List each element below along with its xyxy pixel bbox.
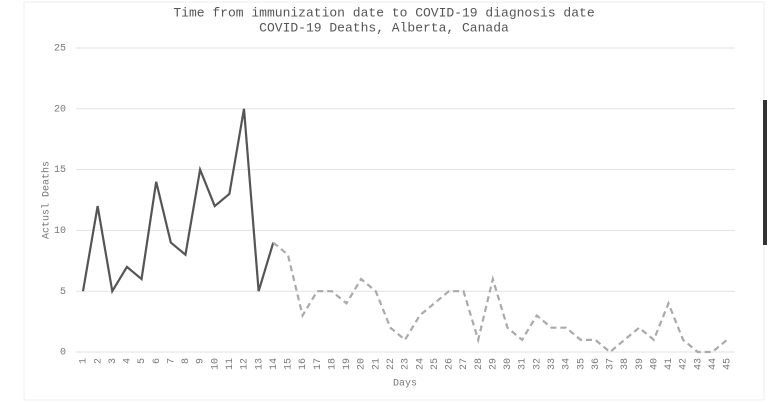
x-tick-label: 42	[679, 358, 690, 370]
x-tick-label: 19	[342, 358, 353, 370]
y-tick-label: 25	[54, 44, 66, 55]
x-tick-label: 40	[649, 358, 660, 370]
x-tick-label: 6	[152, 358, 163, 364]
y-tick-label: 5	[60, 287, 66, 298]
x-tick-label: 1	[79, 358, 90, 364]
x-tick-label: 11	[225, 358, 236, 370]
x-tick-label: 36	[591, 358, 602, 370]
x-tick-label: 25	[430, 358, 441, 370]
x-tick-label: 29	[488, 358, 499, 370]
x-tick-label: 27	[459, 358, 470, 370]
edge-artifact	[763, 100, 767, 245]
x-tick-label: 28	[474, 358, 485, 370]
x-tick-label: 31	[518, 358, 529, 370]
x-tick-label: 41	[664, 358, 675, 370]
chart-title: Time from immunization date to COVID-19 …	[173, 5, 594, 20]
x-tick-label: 21	[371, 358, 382, 370]
x-tick-label: 15	[284, 358, 295, 370]
x-tick-label: 20	[357, 358, 368, 370]
x-tick-label: 9	[196, 358, 207, 364]
x-tick-label: 39	[635, 358, 646, 370]
line-series	[81, 108, 275, 295]
x-tick-label: 12	[240, 358, 251, 370]
x-tick-label: 10	[210, 358, 221, 370]
x-tick-label: 18	[327, 358, 338, 370]
x-tick-label: 26	[445, 358, 456, 370]
x-tick-label: 4	[123, 358, 134, 364]
x-tick-label: 22	[386, 358, 397, 370]
y-tick-label: 15	[54, 165, 66, 176]
x-tick-label: 35	[576, 358, 587, 370]
chart-subtitle: COVID-19 Deaths, Alberta, Canada	[259, 20, 509, 35]
x-tick-label: 30	[503, 358, 514, 370]
x-tick-label: 13	[254, 358, 265, 370]
y-tick-label: 0	[60, 348, 66, 359]
x-tick-label: 16	[298, 358, 309, 370]
x-tick-label: 45	[723, 358, 734, 370]
x-tick-label: 32	[532, 358, 543, 370]
x-tick-label: 17	[313, 358, 324, 370]
x-tick-label: 2	[93, 358, 104, 364]
x-tick-label: 5	[137, 358, 148, 364]
y-axis-label: Actusl Deaths	[41, 161, 53, 239]
x-tick-label: 34	[562, 358, 573, 370]
x-tick-label: 23	[401, 358, 412, 370]
y-tick-label: 10	[54, 226, 66, 237]
x-tick-label: 33	[547, 358, 558, 370]
x-tick-label: 37	[606, 358, 617, 370]
x-tick-label: 38	[620, 358, 631, 370]
x-tick-label: 43	[693, 358, 704, 370]
x-tick-label: 7	[166, 358, 177, 364]
x-tick-label: 44	[708, 358, 719, 370]
line-series	[272, 241, 728, 354]
y-tick-label: 20	[54, 104, 66, 115]
x-tick-label: 14	[269, 358, 280, 370]
x-axis-label: Days	[393, 379, 417, 390]
x-tick-label: 24	[415, 358, 426, 370]
x-tick-label: 8	[181, 358, 192, 364]
x-tick-label: 3	[108, 358, 119, 364]
